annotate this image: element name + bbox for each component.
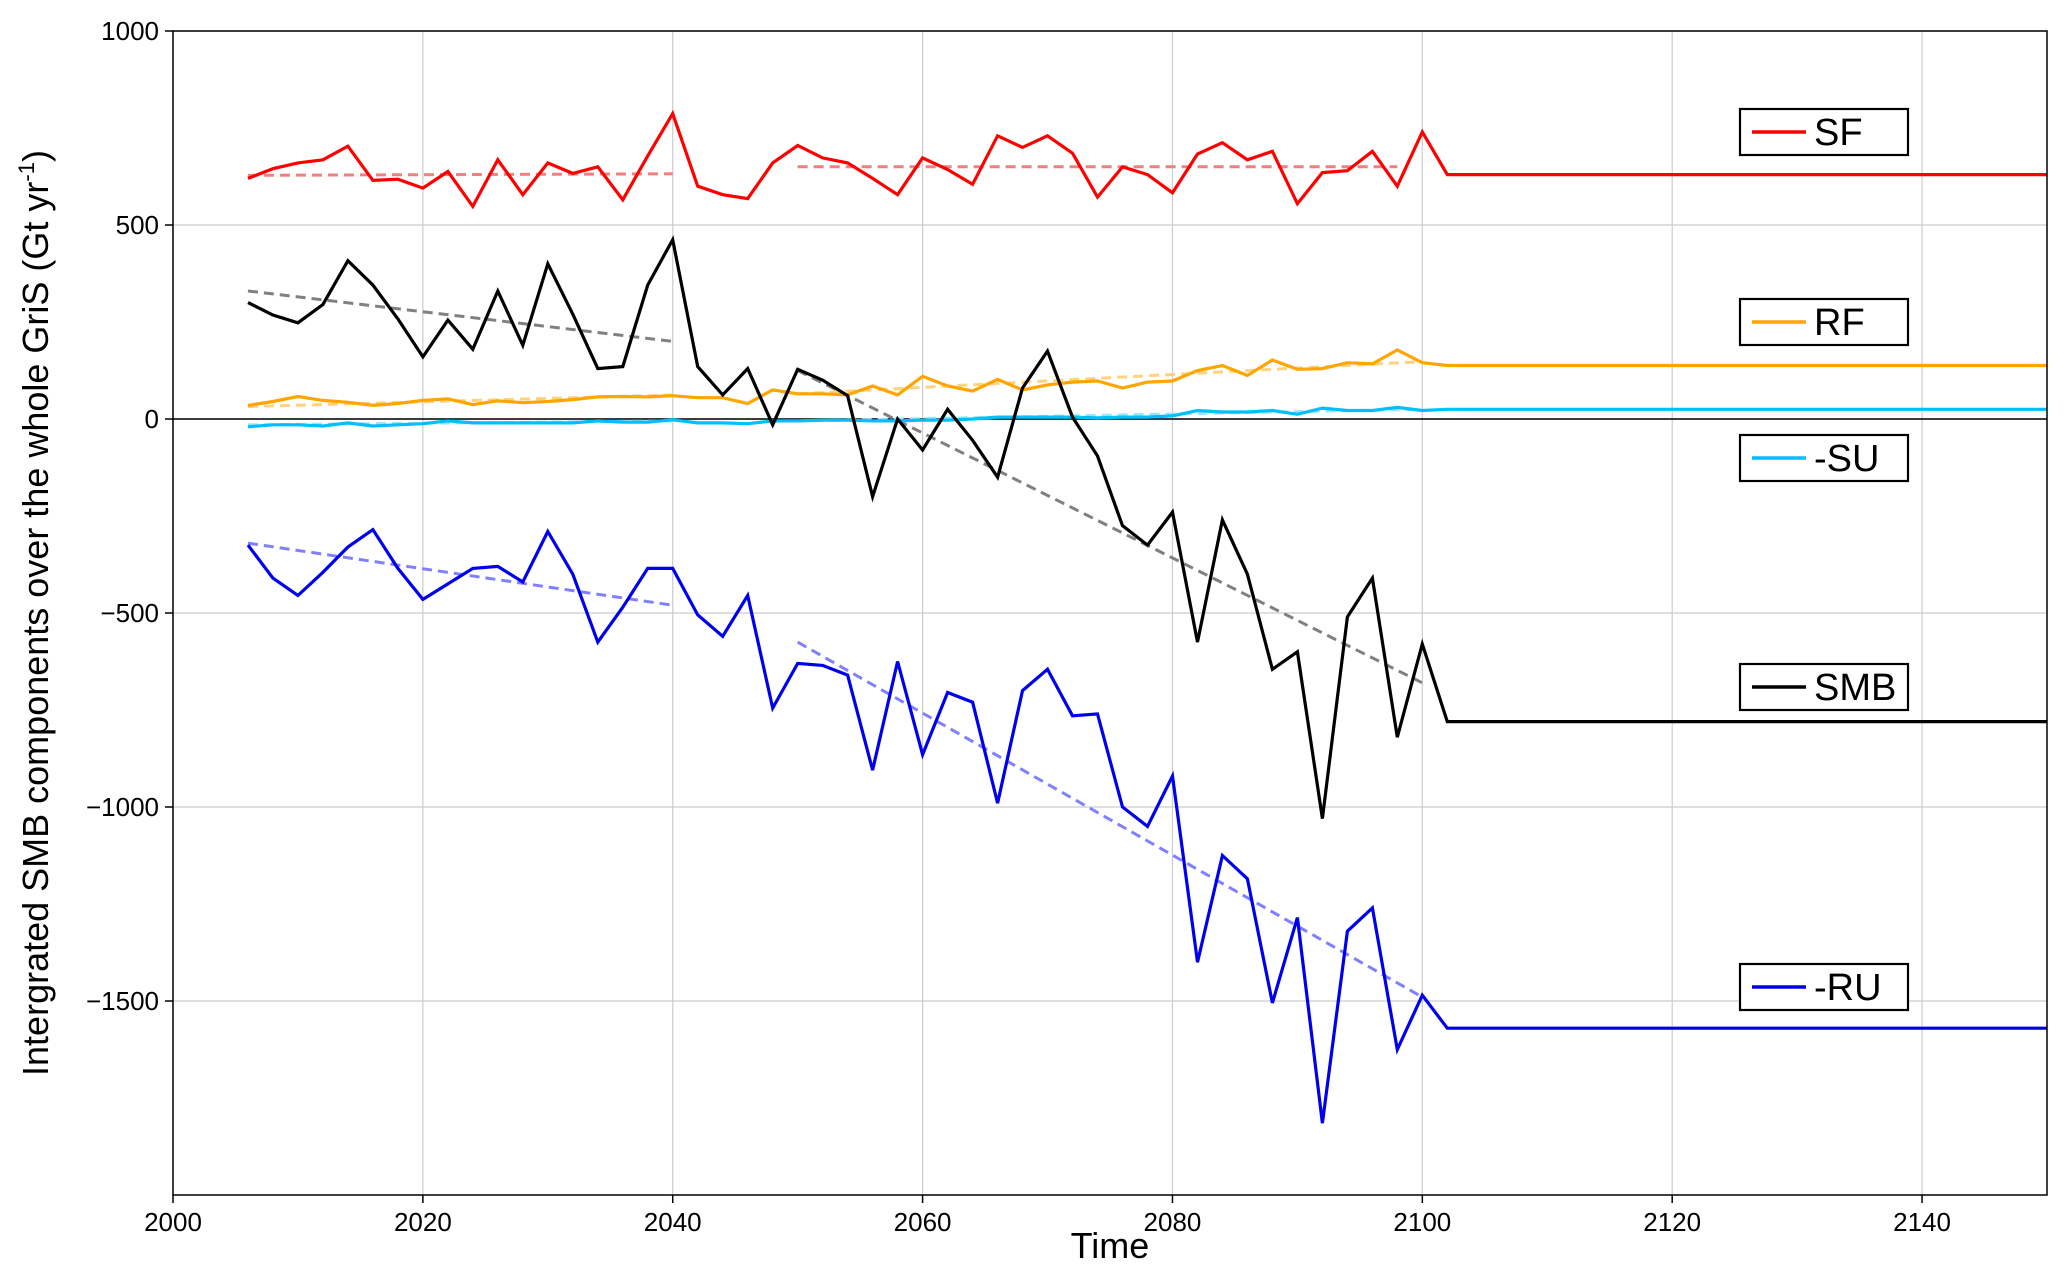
trend-line-rf <box>797 360 1423 396</box>
y-tick-label: −500 <box>100 598 159 628</box>
trend-line-su <box>797 407 1423 423</box>
x-tick-label: 2080 <box>1144 1207 1202 1237</box>
y-tick-labels: −1500 −1000 −500 0 500 1000 <box>86 16 159 1016</box>
legend-entry-smb: SMB <box>1738 662 1910 712</box>
x-tick-label: 2040 <box>644 1207 702 1237</box>
x-tick-label: 2100 <box>1393 1207 1451 1237</box>
trend-line-smb <box>247 289 673 343</box>
legend-label-su: -SU <box>1814 438 1879 480</box>
x-tick-label: 2020 <box>394 1207 452 1237</box>
y-tick-label: 500 <box>116 210 159 240</box>
legend-entry-rf: RF <box>1738 297 1910 347</box>
legend-label-ru: -RU <box>1814 967 1882 1009</box>
legend-label-sf: SF <box>1814 112 1863 154</box>
axis-ticks <box>165 30 1923 1203</box>
y-axis-label-close: ) <box>15 150 56 162</box>
legend-entry-su: -SU <box>1738 433 1910 483</box>
y-tick-label: 1000 <box>101 16 159 46</box>
trend-line-ru <box>796 640 1424 999</box>
x-tick-labels: 2000 2020 2040 2060 2080 2100 2120 2140 <box>144 1207 1951 1237</box>
legend-label-rf: RF <box>1814 302 1865 344</box>
series-line-sf <box>247 109 2047 210</box>
y-tick-label: −1500 <box>86 986 159 1016</box>
series-line-rf <box>247 348 2047 408</box>
y-axis-label-main: Intergrated SMB components over the whol… <box>15 182 56 1076</box>
x-tick-label: 2140 <box>1893 1207 1951 1237</box>
series-line-ru <box>246 527 2047 1124</box>
y-tick-label: −1000 <box>86 792 159 822</box>
legend: SF RF -SU SMB -RU <box>1738 107 1910 1012</box>
series-line-su <box>247 405 2047 429</box>
x-tick-label: 2000 <box>144 1207 202 1237</box>
y-axis-label-exponent: -1 <box>14 162 39 182</box>
legend-entry-ru: -RU <box>1738 962 1910 1012</box>
legend-entry-sf: SF <box>1738 107 1910 157</box>
y-tick-label: 0 <box>145 404 159 434</box>
trend-line-ru <box>247 541 673 607</box>
y-axis-label: Intergrated SMB components over the whol… <box>14 150 56 1076</box>
x-tick-label: 2120 <box>1643 1207 1701 1237</box>
series-lines <box>246 109 2047 1124</box>
series-line-smb <box>247 235 2047 819</box>
x-tick-label: 2060 <box>894 1207 952 1237</box>
legend-label-smb: SMB <box>1814 667 1896 709</box>
x-axis-label: Time <box>1071 1225 1150 1266</box>
